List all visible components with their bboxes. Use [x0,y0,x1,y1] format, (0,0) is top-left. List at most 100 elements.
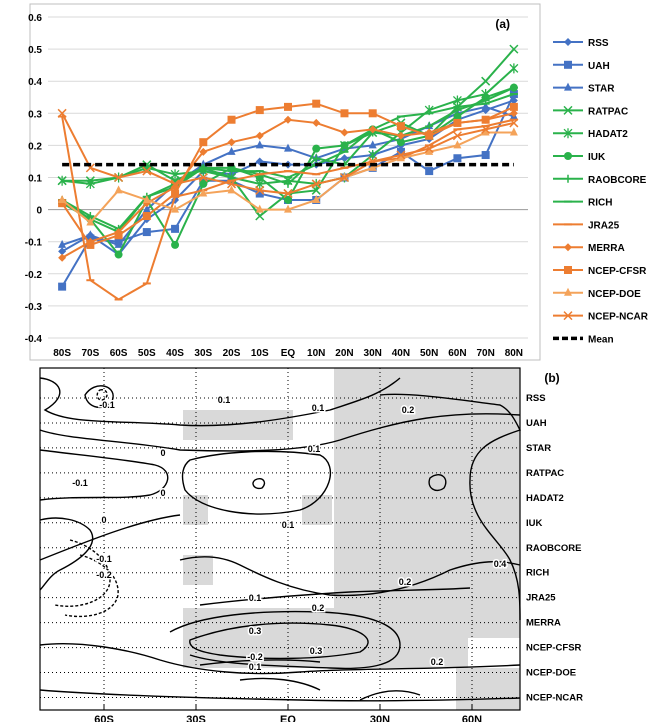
data-point [564,174,572,183]
data-point [564,38,572,46]
data-point [425,167,434,176]
y-tick-label: 0.4 [28,77,42,88]
contour-label: 0.3 [310,646,323,656]
data-point [58,199,67,208]
legend-item: MERRA [553,243,625,254]
x-tick-label: 10S [251,348,269,359]
data-point [58,194,67,203]
data-point [396,122,405,131]
data-point [142,194,151,203]
y-tick-label: -0.2 [25,270,43,281]
x-tick-label: 50N [420,348,438,359]
x-tick-label: 70S [81,348,99,359]
y-tick-label: -0.1 [25,238,43,249]
x-tick-label: 10N [307,348,325,359]
data-point [86,240,95,249]
data-point [452,95,462,106]
data-point [312,154,321,163]
shaded-region [183,608,520,638]
legend-label: UAH [588,61,610,72]
panel-a-legend: RSS UAH STAR RATPAC HADAT2 IUK RAOBCORE RICH JRA… [553,38,648,345]
x-tick-label: 60S [94,714,114,722]
x-tick-label: 70N [476,348,494,359]
data-point [481,76,491,86]
data-point [284,195,292,204]
data-point [114,185,123,194]
legend-item: UAH [553,60,610,72]
data-point [199,188,208,197]
legend-label: NCEP-CFSR [588,266,647,277]
contour-line [84,385,114,409]
legend-item: STAR [553,82,615,95]
data-point [255,211,265,221]
legend-item: JRA25 [553,220,620,231]
data-point [283,189,293,199]
panel-a-series [57,44,519,301]
shaded-region [334,540,520,580]
contour-line [54,539,111,607]
data-point [142,228,151,237]
shaded-region [183,555,213,585]
legend-item: NCEP-NCAR [553,311,648,323]
data-point [58,247,67,256]
panel-b-label: (b) [544,371,559,385]
data-point [563,105,573,115]
data-point [255,140,264,149]
shaded-region [334,410,520,440]
panel-a-gridlines [48,16,528,339]
data-point [564,82,572,91]
contour-line [39,377,401,427]
legend-item: RAOBCORE [553,174,647,186]
x-tick-label: 60N [462,714,482,722]
x-tick-label: 50S [138,348,156,359]
contour-label: 0.3 [249,626,262,636]
panel-b-frame [39,367,521,711]
data-point [453,112,462,121]
x-tick-label: 30N [364,348,382,359]
legend-label: Mean [588,334,614,345]
legend-item: IUK [553,152,606,163]
contour-label: 0 [160,488,165,498]
data-point [198,172,208,183]
contour-line [428,474,447,492]
x-tick-label: 80S [53,348,71,359]
contour-label: -0.1 [72,478,88,488]
data-point [509,109,518,118]
contour-label: 0.1 [308,444,321,454]
panel-b-x-ticks: 60S 30S EQ 30N 60N [94,704,482,722]
contour-line [179,556,521,597]
data-point [396,147,405,156]
data-point [509,102,518,111]
data-point [142,166,152,176]
data-point [227,185,236,194]
x-tick-label: 80N [505,348,523,359]
data-point [453,140,462,149]
contour-label: 0.1 [312,403,325,413]
data-point [227,115,236,124]
data-point [170,169,180,180]
panel-a-label: (a) [495,17,510,31]
data-point [481,127,490,136]
panel-b-dotted-grid [40,368,520,710]
legend-item: NCEP-CFSR [553,266,647,277]
x-tick-label: 30S [194,348,212,359]
legend-item: RICH [553,198,612,209]
contour-line [359,690,421,701]
contour-line [39,514,181,561]
data-point [255,131,264,140]
data-point [58,239,67,248]
contour-line [39,413,521,452]
data-point [57,108,67,118]
legend-item: NCEP-DOE [553,287,641,300]
legend-label: MERRA [588,243,625,254]
contour-label: -0.1 [96,554,112,564]
data-point [58,253,67,262]
shaded-region [183,638,468,668]
x-tick-label: 60S [110,348,128,359]
x-tick-label: 30S [186,714,206,722]
legend-label: RATPAC [588,106,628,117]
contour-line [379,393,521,621]
legend-label: RAOBCORE [588,175,647,186]
contour-line [39,449,169,501]
